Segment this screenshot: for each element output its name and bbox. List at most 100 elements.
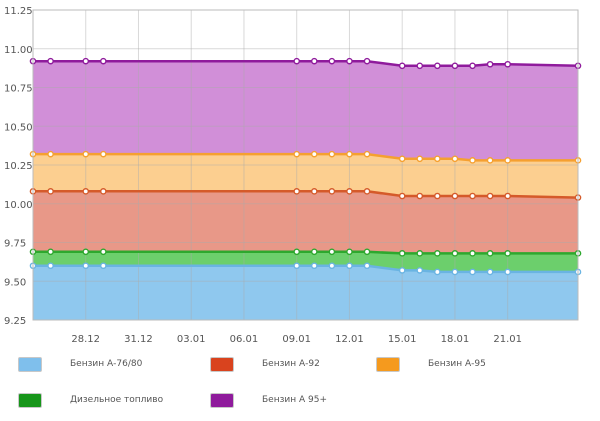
point-3-9 [398, 250, 406, 257]
x-tick-label-2: 03.01 [177, 334, 206, 345]
legend-swatch-a76-80 [18, 356, 42, 372]
point-4-15 [504, 268, 511, 276]
point-2-5 [310, 188, 318, 195]
point-1-2 [82, 150, 90, 158]
point-1-14 [486, 157, 494, 164]
point-3-1 [47, 248, 54, 256]
point-0-2 [82, 57, 90, 65]
point-0-7 [346, 57, 353, 65]
point-1-15 [504, 157, 511, 164]
point-4-7 [346, 262, 353, 270]
legend-label-a95-plus: Бензин А 95+ [262, 395, 327, 405]
point-4-2 [82, 262, 90, 270]
legend-swatch-diesel [18, 392, 42, 408]
point-2-4 [293, 188, 301, 195]
x-tick-label-4: 09.01 [282, 334, 311, 345]
point-4-13 [469, 268, 476, 276]
point-2-12 [451, 192, 459, 200]
legend-label-a76-80: Бензин А-76/80 [70, 359, 143, 369]
point-1-7 [346, 150, 353, 158]
y-tick-label-6: 10.75 [4, 84, 33, 95]
point-1-6 [328, 150, 336, 158]
point-0-8 [363, 57, 371, 65]
point-4-12 [451, 268, 459, 276]
legend-item-a95[interactable]: Бензин А-95 [376, 352, 486, 376]
point-0-5 [310, 57, 318, 65]
point-1-5 [310, 150, 318, 158]
point-2-2 [82, 188, 90, 195]
point-0-10 [416, 62, 424, 70]
legend-swatch-a92 [210, 356, 234, 372]
point-1-9 [398, 155, 406, 163]
point-2-3 [100, 188, 107, 195]
point-1-10 [416, 155, 424, 163]
point-2-1 [47, 188, 54, 195]
point-2-10 [416, 192, 424, 200]
x-tick-label-3: 06.01 [230, 334, 259, 345]
y-tick-label-8: 11.25 [4, 6, 33, 17]
point-4-11 [434, 268, 441, 276]
point-4-9 [398, 267, 406, 274]
x-tick-label-6: 15.01 [388, 334, 417, 345]
point-3-5 [310, 248, 318, 256]
point-3-15 [504, 250, 511, 257]
y-tick-label-1: 9.50 [4, 277, 26, 288]
x-tick-label-8: 21.01 [493, 334, 522, 345]
x-tick-label-0: 28.12 [71, 334, 100, 345]
point-0-15 [504, 60, 511, 68]
point-3-13 [469, 250, 476, 257]
point-2-13 [469, 192, 476, 200]
point-4-3 [100, 262, 107, 270]
point-0-12 [451, 62, 459, 70]
point-4-5 [310, 262, 318, 270]
x-tick-label-7: 18.01 [441, 334, 470, 345]
point-0-13 [469, 62, 476, 70]
point-2-11 [434, 192, 441, 200]
point-0-9 [398, 62, 406, 70]
point-2-14 [486, 192, 494, 200]
point-1-13 [469, 157, 476, 164]
legend-swatch-a95 [376, 356, 400, 372]
x-tick-label-5: 12.01 [335, 334, 364, 345]
y-tick-label-5: 10.50 [4, 122, 33, 133]
legend-item-a76-80[interactable]: Бензин А-76/80 [18, 352, 142, 376]
point-1-11 [434, 155, 441, 163]
point-3-4 [293, 248, 301, 256]
point-4-1 [47, 262, 54, 270]
plot-border [32, 9, 579, 321]
point-4-4 [293, 262, 301, 270]
y-tick-label-3: 10.00 [4, 200, 33, 211]
legend-item-diesel[interactable]: Дизельное топливо [18, 388, 163, 412]
legend-item-a92[interactable]: Бензин А-92 [210, 352, 320, 376]
point-2-7 [346, 188, 353, 195]
legend-label-a95: Бензин А-95 [428, 359, 486, 369]
point-4-10 [416, 267, 424, 274]
point-3-8 [363, 248, 371, 256]
point-1-4 [293, 150, 301, 158]
point-2-8 [363, 188, 371, 195]
point-4-14 [486, 268, 494, 276]
legend-label-diesel: Дизельное топливо [70, 395, 164, 405]
point-3-2 [82, 248, 90, 256]
point-2-15 [504, 192, 511, 200]
y-tick-label-2: 9.75 [4, 239, 26, 250]
point-4-8 [363, 262, 371, 270]
point-0-1 [47, 57, 54, 65]
point-0-6 [328, 57, 336, 65]
area-4 [33, 265, 578, 320]
point-0-11 [434, 62, 441, 70]
point-1-3 [100, 150, 107, 158]
point-1-12 [451, 155, 459, 163]
y-tick-label-4: 10.25 [4, 161, 33, 172]
point-3-10 [416, 250, 424, 257]
legend-item-a95-plus[interactable]: Бензин А 95+ [210, 388, 327, 412]
point-3-11 [434, 250, 441, 257]
point-1-8 [363, 150, 371, 158]
point-0-3 [100, 57, 107, 65]
fuel-price-chart: 9.25 9.50 9.75 10.00 10.25 10.50 10.75 11.00 11.… [4, 6, 582, 345]
point-0-14 [486, 60, 494, 68]
point-2-9 [398, 192, 406, 200]
point-1-1 [47, 150, 54, 158]
point-3-6 [328, 248, 336, 256]
point-3-12 [451, 250, 459, 257]
